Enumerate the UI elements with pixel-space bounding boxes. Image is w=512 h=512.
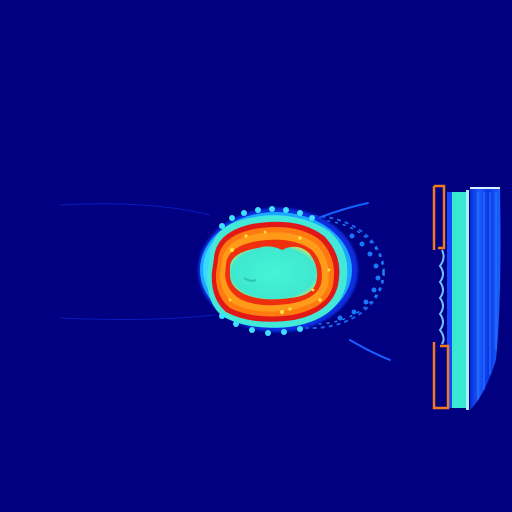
- orange-bracket: [432, 184, 450, 410]
- cyan-column: [452, 192, 466, 408]
- specimen: [198, 206, 358, 336]
- wavy-gasket: [438, 249, 445, 345]
- right-teeth: [337, 233, 381, 321]
- halo-lines: [59, 203, 216, 320]
- panel-stripes: [477, 192, 497, 400]
- speckles: [228, 230, 331, 314]
- scallops: [219, 206, 315, 336]
- support-stand: [432, 150, 512, 512]
